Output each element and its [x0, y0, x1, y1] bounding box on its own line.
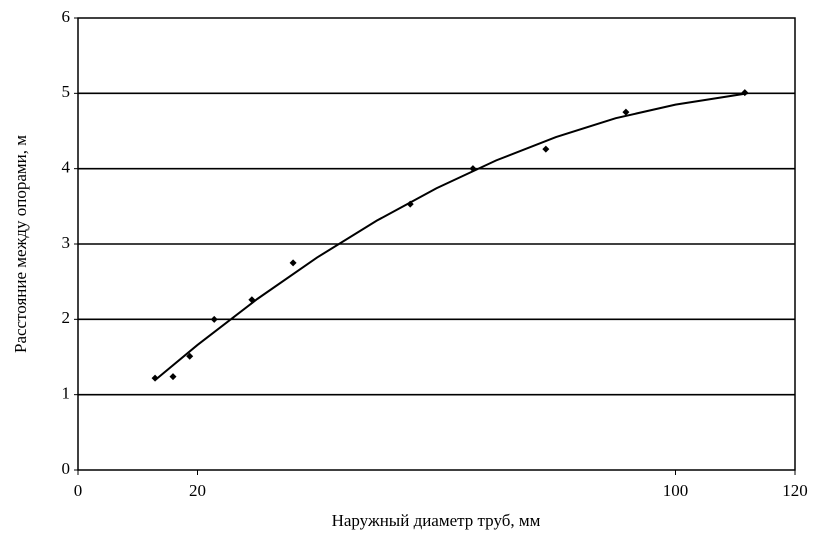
x-tick-label: 120	[782, 481, 808, 500]
y-axis-label: Расстояние между опорами, м	[11, 135, 30, 353]
data-point	[210, 315, 218, 323]
y-tick-label: 1	[62, 384, 71, 403]
y-tick-label: 0	[62, 459, 71, 478]
y-tick-label: 3	[62, 233, 71, 252]
data-point	[542, 145, 550, 153]
y-tick-label: 5	[62, 82, 71, 101]
data-point	[169, 373, 177, 381]
data-point	[289, 259, 297, 267]
y-tick-label: 2	[62, 308, 71, 327]
trend-line	[155, 92, 748, 381]
y-tick-label: 4	[62, 158, 71, 177]
x-axis-label: Наружный диаметр труб, мм	[332, 511, 541, 530]
x-tick-label: 100	[663, 481, 689, 500]
x-tick-label: 0	[74, 481, 83, 500]
x-tick-label: 20	[189, 481, 206, 500]
data-point	[622, 108, 630, 116]
data-point	[186, 352, 194, 360]
y-tick-label: 6	[62, 7, 71, 26]
